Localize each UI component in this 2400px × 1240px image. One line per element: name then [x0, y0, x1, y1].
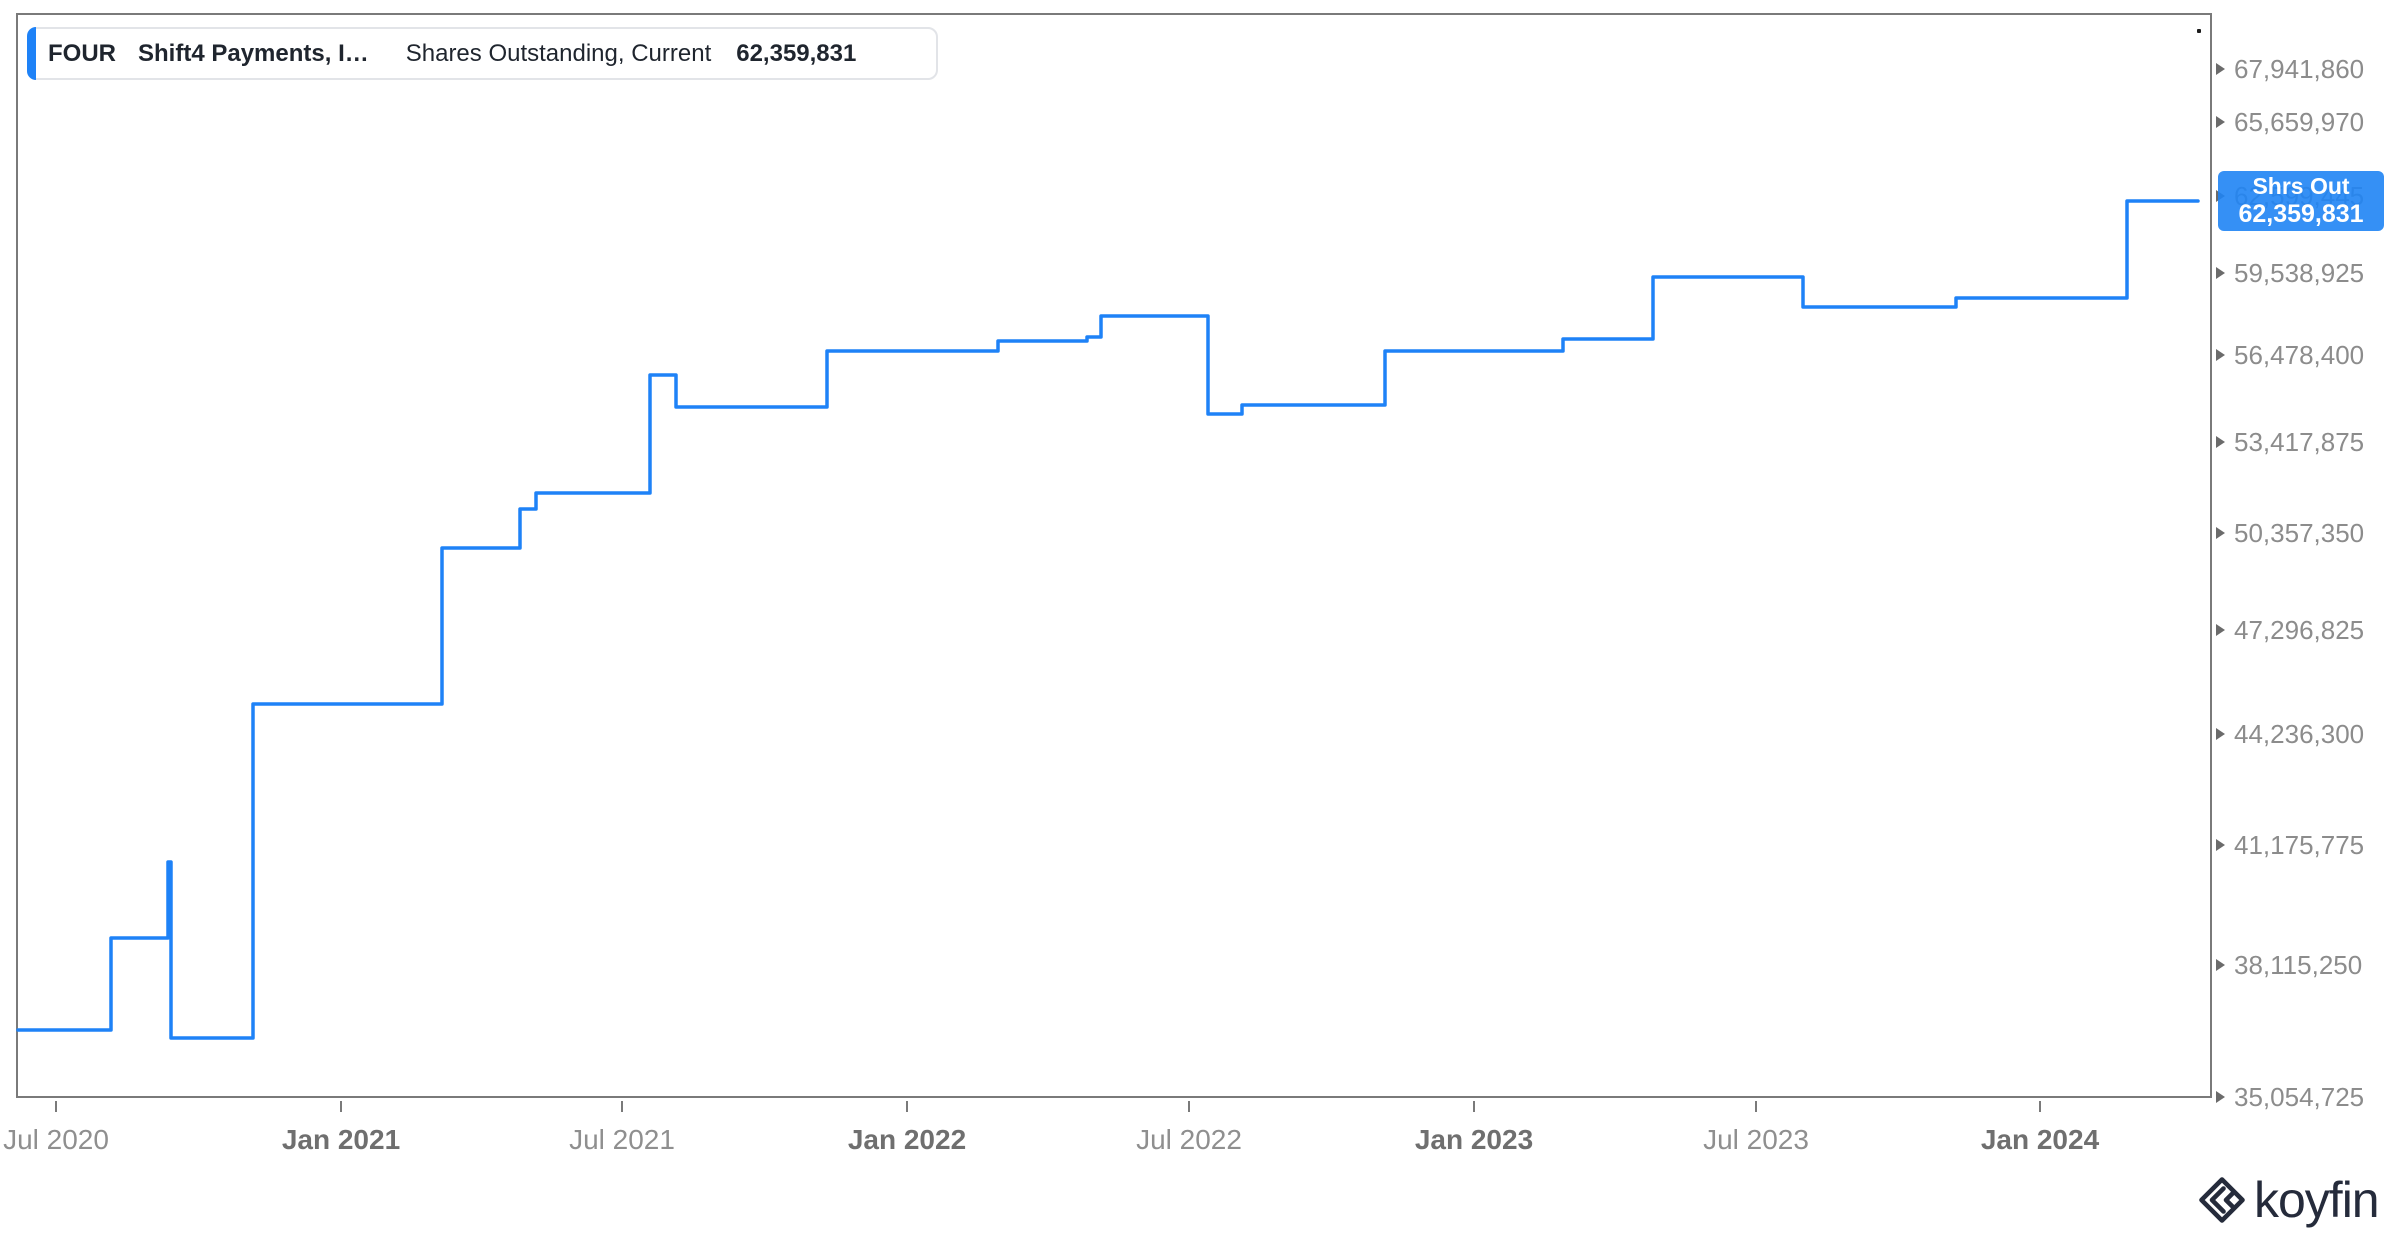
y-tick-arrow — [2216, 116, 2225, 128]
y-tick-arrow — [2216, 267, 2225, 279]
y-tick-arrow — [2216, 839, 2225, 851]
legend-ticker: FOUR — [48, 39, 116, 67]
y-tick-arrow — [2216, 1091, 2225, 1103]
y-tick-arrow — [2216, 527, 2225, 539]
x-tick-mark — [1473, 1101, 1475, 1112]
y-tick-label: 44,236,300 — [2234, 719, 2365, 749]
y-tick-arrow — [2216, 436, 2225, 448]
y-tick-arrow — [2216, 959, 2225, 971]
legend-metric: Shares Outstanding, Current — [405, 39, 712, 67]
y-tick-arrow — [2216, 624, 2225, 636]
plot-area-frame[interactable] — [16, 13, 2212, 1098]
x-tick-label: Jul 2021 — [569, 1124, 675, 1155]
x-tick-label: Jan 2021 — [281, 1124, 401, 1155]
koyfin-logo-text: koyfin — [2254, 1172, 2380, 1228]
y-tick-label: 67,941,860 — [2234, 54, 2365, 84]
x-tick-label: Jul 2020 — [3, 1124, 109, 1155]
koyfin-watermark: koyfin — [2198, 1172, 2380, 1228]
x-tick-mark — [2039, 1101, 2041, 1112]
y-tick-label: 59,538,925 — [2234, 258, 2365, 288]
y-tick-label: 47,296,825 — [2234, 615, 2365, 645]
last-value-badge: Shrs Out 62,359,831 — [2218, 171, 2384, 231]
x-tick-mark — [55, 1101, 57, 1112]
x-tick-mark — [906, 1101, 908, 1112]
y-tick-arrow — [2216, 728, 2225, 740]
badge-value: 62,359,831 — [2238, 200, 2364, 228]
series-line-path — [16, 199, 2200, 1040]
x-tick-label: Jul 2022 — [1136, 1124, 1242, 1155]
y-tick-label: 65,659,970 — [2234, 107, 2365, 137]
legend-accent-bar — [27, 27, 36, 80]
x-tick-mark — [1755, 1101, 1757, 1112]
x-tick-mark — [340, 1101, 342, 1112]
x-tick-label: Jan 2024 — [1980, 1124, 2100, 1155]
legend-current-value: 62,359,831 — [736, 39, 857, 67]
y-tick-label: 50,357,350 — [2234, 518, 2365, 548]
y-tick-arrow — [2216, 349, 2225, 361]
x-tick-mark — [621, 1101, 623, 1112]
x-tick-mark — [1188, 1101, 1190, 1112]
y-tick-label: 38,115,250 — [2234, 950, 2363, 980]
y-tick-label: 53,417,875 — [2234, 427, 2365, 457]
y-tick-label: 56,478,400 — [2234, 340, 2365, 370]
y-tick-label: 41,175,775 — [2234, 830, 2365, 860]
badge-series-label: Shrs Out — [2252, 173, 2350, 199]
x-tick-label: Jan 2022 — [847, 1124, 967, 1155]
y-tick-arrow — [2216, 63, 2225, 75]
legend-row[interactable]: FOUR Shift4 Payments, I… Shares Outstand… — [27, 27, 938, 80]
x-tick-label: Jul 2023 — [1703, 1124, 1809, 1155]
y-tick-label: 35,054,725 — [2234, 1082, 2365, 1112]
legend-company: Shift4 Payments, I… — [138, 39, 369, 67]
koyfin-logo-icon — [2199, 1177, 2245, 1223]
corner-dot — [2197, 29, 2201, 33]
x-tick-label: Jan 2023 — [1414, 1124, 1534, 1155]
